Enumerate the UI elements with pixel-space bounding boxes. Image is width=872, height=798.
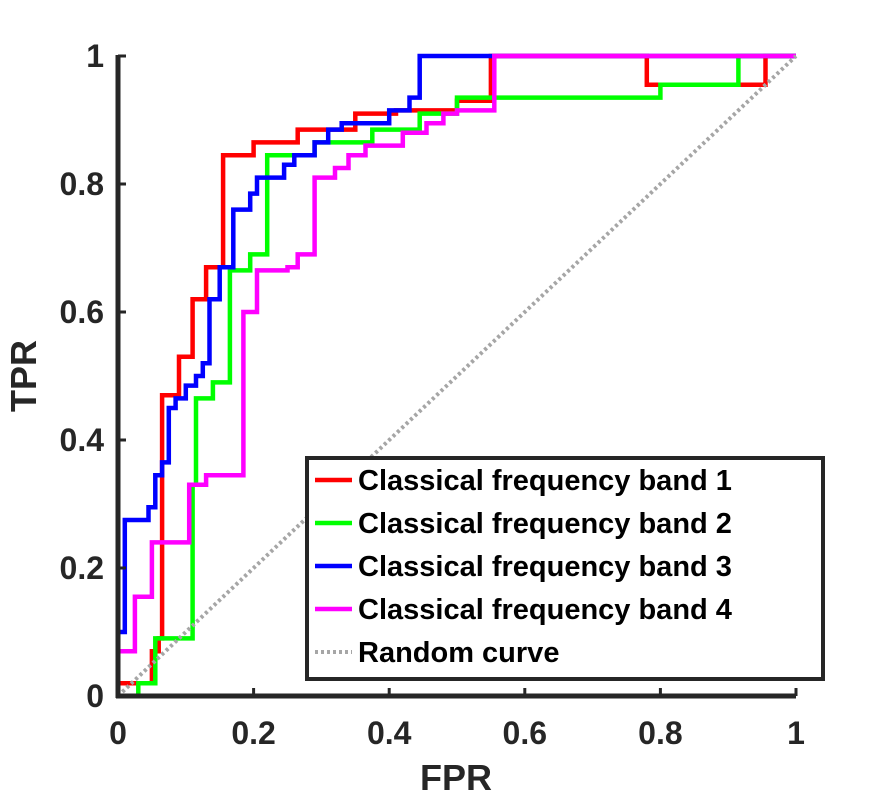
y-tick-label: 0 xyxy=(86,678,104,714)
legend-label: Classical frequency band 3 xyxy=(358,551,732,583)
series-line-5 xyxy=(116,54,798,698)
x-tick-label: 0.2 xyxy=(231,715,275,751)
axes-layer xyxy=(115,55,796,699)
legend-label: Random curve xyxy=(358,637,559,669)
y-tick-label: 1 xyxy=(86,38,104,74)
legend-box xyxy=(305,456,825,681)
y-tick-label: 0.2 xyxy=(60,550,104,586)
x-axis-title: FPR xyxy=(420,757,492,798)
legend-label: Classical frequency band 4 xyxy=(358,594,732,626)
x-tick-label: 0.8 xyxy=(638,715,682,751)
series-line-2 xyxy=(118,53,796,699)
x-tick-label: 0 xyxy=(109,715,127,751)
x-tick-label: 0.4 xyxy=(367,715,412,751)
y-tick-label: 0.6 xyxy=(60,294,104,330)
x-tick-label: 1 xyxy=(787,715,805,751)
ticks-layer: 0 0.2 0.4 0.6 0.8 1 0 0.2 0.4 0.6 0.8 1 xyxy=(60,38,805,751)
x-tick-label: 0.6 xyxy=(503,715,547,751)
legend: Classical frequency band 1 Classical freq… xyxy=(305,456,825,681)
series-layer xyxy=(115,53,798,699)
legend-label: Classical frequency band 2 xyxy=(358,508,732,540)
legend-label: Classical frequency band 1 xyxy=(358,465,732,497)
series-line-4 xyxy=(115,53,796,696)
series-line-3 xyxy=(115,53,796,696)
y-tick-label: 0.4 xyxy=(60,422,105,458)
y-tick-label: 0.8 xyxy=(60,166,104,202)
y-axis-title: TPR xyxy=(3,340,44,412)
